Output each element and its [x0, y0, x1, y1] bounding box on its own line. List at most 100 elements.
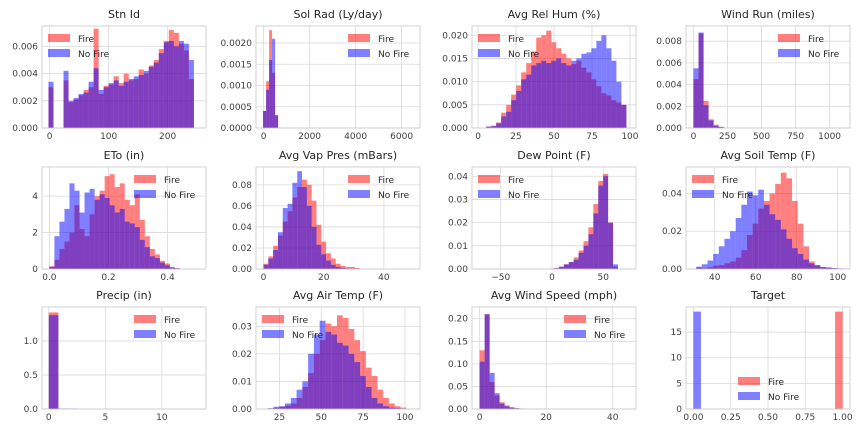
histogram-bar [326, 260, 331, 269]
subplot-1: 0 2000 4000 6000 0.0000 0.0005 0.0010 0.0015 0.0… [221, 8, 421, 142]
legend: Fire No Fire [348, 175, 410, 201]
subplot-6: −50 0 50 0.00 0.01 0.02 0.03 0.04 Dew Point (F) F… [448, 149, 637, 283]
histogram-bar [586, 52, 592, 128]
histogram-bar [325, 331, 332, 409]
histogram-bar [489, 372, 495, 409]
histogram-bar [78, 94, 84, 128]
histogram-bar [134, 227, 140, 269]
legend-label: Fire [508, 176, 525, 186]
subplot-0: 0 100 200 0.000 0.002 0.004 0.006 Stn Id Fire No … [12, 8, 207, 142]
histogram-bar [188, 60, 194, 128]
y-tick-label: 0.0005 [221, 103, 253, 113]
histogram-bar [84, 192, 90, 269]
histogram-bar [792, 201, 798, 269]
histogram-bar [355, 267, 360, 269]
legend-label: Fire [78, 35, 95, 45]
y-tick-label: 0.000 [442, 124, 468, 134]
histogram-bar [383, 406, 389, 409]
histogram-bar [371, 375, 378, 409]
legend-swatch [348, 175, 370, 183]
y-tick-label: 0.006 [656, 59, 682, 69]
histogram-bar [348, 353, 355, 409]
histogram-bar [598, 185, 604, 269]
histogram-bar [263, 264, 269, 269]
histogram-bar [279, 406, 286, 409]
histogram-bar [792, 248, 798, 269]
x-tick-label: 0 [47, 132, 53, 142]
y-tick-label: 0.004 [656, 81, 682, 91]
histogram-bar [99, 194, 105, 269]
x-tick-label: 1.00 [833, 413, 853, 423]
series-no-fire [49, 183, 180, 269]
legend-label: No Fire [768, 393, 800, 403]
legend-label: Fire [508, 35, 525, 45]
legend-swatch [478, 49, 500, 57]
y-tick-label: 0.01 [448, 242, 468, 252]
histogram-bar [516, 90, 522, 128]
x-tick-label: 25 [510, 132, 521, 142]
histogram-bar [509, 407, 515, 409]
subplot-title: Wind Run (miles) [721, 8, 815, 21]
histogram-bar [113, 80, 119, 128]
legend-label: Fire [378, 176, 395, 186]
legend: Fire No Fire [262, 315, 324, 341]
histogram-bar [377, 389, 384, 409]
histogram-bar [331, 334, 337, 409]
y-tick-label: 0.008 [656, 37, 682, 47]
histogram-bar [153, 62, 159, 128]
histogram-bar [713, 125, 719, 128]
histogram-bar [365, 386, 372, 409]
histogram-bar [596, 40, 602, 128]
histogram-bar [360, 375, 366, 409]
histogram-bar [786, 238, 793, 269]
x-tick-label: 20 [318, 273, 330, 283]
histogram-bar [154, 258, 160, 269]
histogram-bar [501, 116, 507, 128]
histogram-bar [581, 53, 587, 129]
x-tick-label: 500 [753, 132, 770, 142]
histogram-bar [780, 229, 787, 269]
legend: Fire No Fire [478, 34, 540, 60]
histogram-bar [163, 42, 169, 128]
histogram-bar [752, 195, 759, 269]
y-tick-label: 0.02 [232, 350, 252, 360]
x-tick-label: 250 [719, 132, 736, 142]
histogram-bar [730, 231, 736, 269]
x-tick-label: 80 [791, 273, 803, 283]
histogram-bar [143, 70, 149, 128]
x-tick-label: 10 [156, 413, 168, 423]
x-tick-label: 20 [540, 413, 552, 423]
histogram-bar [285, 403, 291, 409]
legend: Fire No Fire [478, 175, 540, 201]
y-tick-label: 0.005 [442, 101, 468, 111]
subplot-5: 0 20 40 0.00 0.02 0.04 0.06 0.08 Avg Vap Pres (m… [232, 149, 421, 283]
legend: Fire No Fire [348, 34, 410, 60]
histogram-bar [561, 63, 567, 128]
subplot-10: 0 20 40 0.00 0.05 0.10 0.15 0.20 Avg Wind Speed … [448, 289, 637, 423]
histogram-bar [573, 259, 579, 269]
histogram-bar [558, 266, 564, 269]
histogram-bar [159, 262, 165, 269]
series-no-fire [549, 176, 618, 269]
histogram-bar [79, 212, 85, 269]
y-tick-label: 0.04 [232, 223, 252, 233]
histogram-bar [297, 171, 303, 269]
legend: Fire No Fire [134, 315, 196, 341]
histogram-bar [169, 267, 175, 269]
x-tick-label: 0 [46, 413, 52, 423]
legend: Fire No Fire [134, 175, 196, 201]
histogram-bar [173, 46, 179, 128]
histogram-bar [114, 212, 120, 269]
histogram-bar [49, 266, 55, 269]
y-tick-label: 0.02 [662, 227, 682, 237]
histogram-bar [504, 406, 510, 409]
axes-frame [255, 306, 421, 410]
histogram-bar [377, 403, 384, 409]
histogram-bar [583, 245, 589, 269]
y-tick-label: 0.00 [448, 265, 468, 275]
subplot-2: 0 25 50 75 100 0.000 0.005 0.010 0.015 0.020 Avg R… [442, 8, 639, 142]
y-tick-label: 0.04 [448, 172, 468, 182]
subplot-4: 0.0 0.2 0.4 0 2 4 ETo (in) Fire No Fire [32, 149, 207, 283]
histogram-bar [68, 100, 74, 128]
legend-swatch [564, 330, 586, 338]
